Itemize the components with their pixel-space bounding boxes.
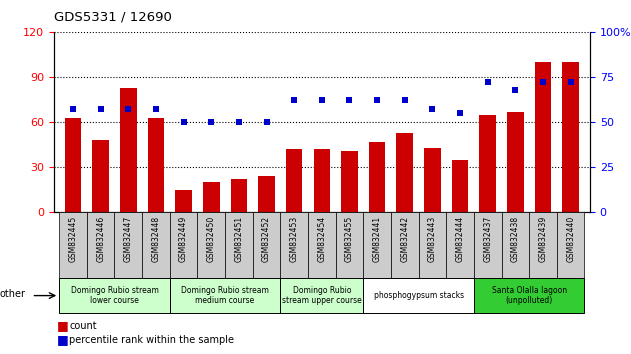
Bar (170, 278, 280, 313)
Bar (92, 140, 109, 212)
Text: GSM832442: GSM832442 (400, 216, 410, 262)
Bar (507, 112, 524, 212)
Bar (87, 212, 114, 278)
Bar (280, 212, 308, 278)
Bar (280, 278, 363, 313)
Text: GSM832440: GSM832440 (566, 216, 575, 262)
Bar (562, 62, 579, 212)
Bar (252, 212, 280, 278)
Bar (424, 148, 440, 212)
Bar (258, 176, 275, 212)
Bar (286, 149, 302, 212)
Bar (369, 142, 386, 212)
Bar (396, 133, 413, 212)
Text: GSM832444: GSM832444 (456, 216, 464, 262)
Bar (534, 62, 551, 212)
Bar (175, 190, 192, 212)
Text: Domingo Rubio stream
lower course: Domingo Rubio stream lower course (71, 286, 158, 305)
Text: GSM832452: GSM832452 (262, 216, 271, 262)
Bar (170, 212, 198, 278)
Text: ■: ■ (57, 319, 69, 332)
Text: phosphogypsum stacks: phosphogypsum stacks (374, 291, 464, 300)
Text: GSM832443: GSM832443 (428, 216, 437, 262)
Bar (452, 160, 468, 212)
Bar (120, 87, 136, 212)
Bar (314, 149, 330, 212)
Bar (203, 182, 220, 212)
Bar (502, 212, 529, 278)
Bar (474, 278, 584, 313)
Bar (446, 212, 474, 278)
Bar (142, 212, 170, 278)
Text: GSM832453: GSM832453 (290, 216, 298, 262)
Text: ■: ■ (57, 333, 69, 346)
Text: Domingo Rubio
stream upper course: Domingo Rubio stream upper course (282, 286, 362, 305)
Text: GDS5331 / 12690: GDS5331 / 12690 (54, 11, 172, 24)
Text: percentile rank within the sample: percentile rank within the sample (69, 335, 234, 345)
Text: GSM832438: GSM832438 (511, 216, 520, 262)
Bar (148, 118, 164, 212)
Bar (230, 179, 247, 212)
Text: GSM832455: GSM832455 (345, 216, 354, 262)
Bar (308, 212, 336, 278)
Text: count: count (69, 321, 97, 331)
Text: GSM832446: GSM832446 (96, 216, 105, 262)
Bar (198, 212, 225, 278)
Text: GSM832454: GSM832454 (317, 216, 326, 262)
Text: Santa Olalla lagoon
(unpolluted): Santa Olalla lagoon (unpolluted) (492, 286, 567, 305)
Text: GSM832447: GSM832447 (124, 216, 133, 262)
Text: Domingo Rubio stream
medium course: Domingo Rubio stream medium course (181, 286, 269, 305)
Bar (336, 212, 363, 278)
Bar (391, 212, 418, 278)
Text: GSM832451: GSM832451 (234, 216, 244, 262)
Text: GSM832449: GSM832449 (179, 216, 188, 262)
Bar (529, 212, 557, 278)
Bar (418, 212, 446, 278)
Bar (114, 212, 142, 278)
Bar (59, 212, 87, 278)
Bar (341, 151, 358, 212)
Text: other: other (0, 289, 26, 299)
Text: GSM832441: GSM832441 (372, 216, 382, 262)
Text: GSM832448: GSM832448 (151, 216, 160, 262)
Bar (363, 278, 474, 313)
Bar (474, 212, 502, 278)
Text: GSM832437: GSM832437 (483, 216, 492, 262)
Bar (480, 115, 496, 212)
Bar (225, 212, 252, 278)
Bar (65, 118, 81, 212)
Text: GSM832450: GSM832450 (207, 216, 216, 262)
Bar (557, 212, 584, 278)
Bar (59, 278, 170, 313)
Bar (363, 212, 391, 278)
Text: GSM832445: GSM832445 (69, 216, 78, 262)
Text: GSM832439: GSM832439 (538, 216, 548, 262)
